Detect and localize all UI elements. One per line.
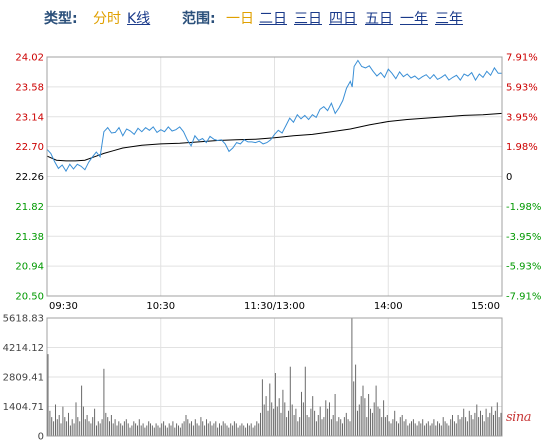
time-tick-label: 10:30	[146, 301, 175, 312]
range-option-3day[interactable]: 三日	[294, 11, 322, 27]
volume-tick-label: 1404.71	[3, 402, 44, 413]
change-tick-label: 5.93%	[506, 82, 538, 93]
price-tick-label: 20.94	[15, 262, 44, 273]
sina-watermark-logo: sina	[506, 410, 531, 425]
volume-tick-label: 5618.83	[3, 314, 44, 325]
range-option-2day[interactable]: 二日	[259, 11, 287, 27]
price-tick-label: 22.70	[15, 142, 44, 153]
type-option-intraday[interactable]: 分时	[93, 11, 121, 27]
change-tick-label: -7.91%	[506, 292, 541, 303]
range-option-5day[interactable]: 五日	[365, 11, 393, 27]
volume-panel-frame	[46, 317, 503, 437]
price-tick-label: 23.14	[15, 112, 44, 123]
volume-tick-label: 2809.41	[3, 373, 44, 384]
price-tick-label: 24.02	[15, 53, 44, 64]
price-tick-label: 23.58	[15, 82, 44, 93]
price-tick-label: 20.50	[15, 292, 44, 303]
type-label: 类型:	[44, 11, 78, 27]
range-option-1day[interactable]: 一日	[226, 11, 254, 27]
time-tick-label: 15:00	[471, 301, 500, 312]
price-panel-frame	[46, 56, 503, 297]
time-tick-label: 11:30/13:00	[244, 301, 305, 312]
range-option-4day[interactable]: 四日	[329, 11, 357, 27]
time-tick-label: 09:30	[49, 301, 78, 312]
volume-grid	[47, 318, 502, 436]
price-line	[46, 59, 502, 173]
price-tick-label: 22.26	[15, 172, 44, 183]
range-label: 范围:	[182, 11, 216, 27]
price-tick-label: 21.82	[15, 202, 44, 213]
change-tick-label: -1.98%	[506, 202, 541, 213]
change-percent-axis-right: 7.91% 5.93% 3.95% 1.98% 0 -1.98% -3.95% -5.93% -…	[506, 53, 541, 303]
volume-tick-label: 4214.12	[3, 343, 44, 354]
chart-toolbar: 类型: 分时 K线 范围: 一日 二日 三日 四日 五日 一年 三年	[0, 0, 541, 40]
volume-axis-left: 5618.83 4214.12 2809.41 1404.71 0	[3, 314, 44, 443]
change-tick-label: -5.93%	[506, 262, 541, 273]
change-tick-label: 7.91%	[506, 53, 538, 64]
time-tick-label: 14:00	[374, 301, 403, 312]
volume-bars	[47, 318, 502, 436]
price-axis-left: 24.02 23.58 23.14 22.70 22.26 21.82 21.38 20.94…	[15, 53, 44, 303]
range-option-1year[interactable]: 一年	[400, 11, 428, 27]
price-grid	[47, 57, 502, 296]
change-tick-label: -3.95%	[506, 232, 541, 243]
change-tick-label: 1.98%	[506, 142, 538, 153]
price-tick-label: 21.38	[15, 232, 44, 243]
change-tick-label: 0	[506, 172, 512, 183]
change-tick-label: 3.95%	[506, 112, 538, 123]
type-option-kline[interactable]: K线	[127, 11, 151, 27]
volume-tick-label: 0	[38, 432, 44, 443]
time-axis: 09:30 10:30 11:30/13:00 14:00 15:00	[49, 301, 500, 312]
range-option-3year[interactable]: 三年	[435, 11, 463, 27]
